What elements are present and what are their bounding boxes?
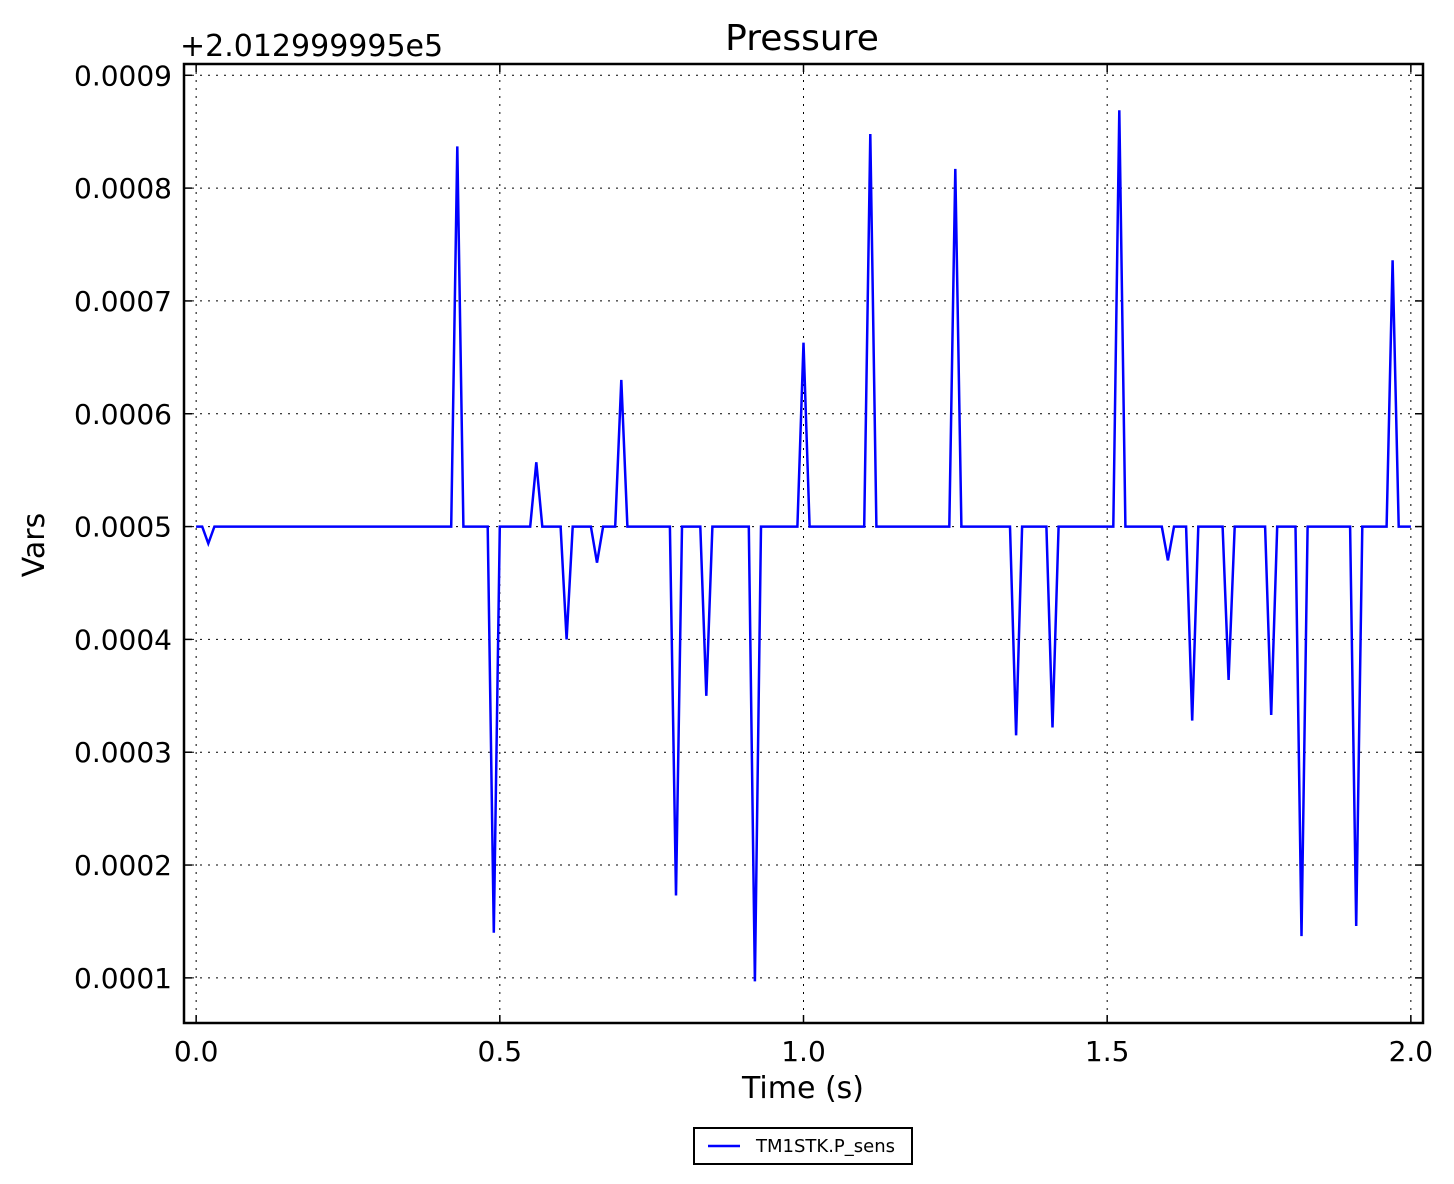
legend-label: TM1STK.P_sens — [755, 1136, 895, 1157]
x-tick-label: 0.5 — [478, 1035, 523, 1068]
y-tick-label: 0.0002 — [74, 849, 172, 882]
x-tick-label: 2.0 — [1389, 1035, 1434, 1068]
y-tick-label: 0.0003 — [74, 736, 172, 769]
x-axis-title: Time (s) — [741, 1071, 864, 1106]
y-tick-label: 0.0007 — [74, 285, 172, 318]
y-offset-text: +2.012999995e5 — [180, 29, 443, 64]
legend: TM1STK.P_sens — [693, 1127, 913, 1165]
ticks-layer — [184, 64, 1423, 1023]
series-line-tm1stk-p-sens — [196, 110, 1411, 982]
y-tick-label: 0.0005 — [74, 511, 172, 544]
chart-title: Pressure — [725, 18, 879, 59]
grid-layer — [184, 64, 1423, 1023]
x-tick-label: 1.0 — [781, 1035, 826, 1068]
y-tick-label: 0.0009 — [74, 59, 172, 92]
y-tick-label: 0.0006 — [74, 398, 172, 431]
plot-frame — [182, 62, 1425, 1025]
y-tick-label: 0.0004 — [74, 623, 172, 656]
x-tick-label: 1.5 — [1085, 1035, 1130, 1068]
y-tick-label: 0.0008 — [74, 172, 172, 205]
y-axis-title: Vars — [17, 513, 52, 578]
x-tick-label: 0.0 — [174, 1035, 219, 1068]
y-tick-label: 0.0001 — [74, 962, 172, 995]
labels-layer: 0.0 0.5 1.0 1.5 2.0 0.0001 0.0002 0.0003 0.0004 0… — [74, 59, 1433, 1068]
